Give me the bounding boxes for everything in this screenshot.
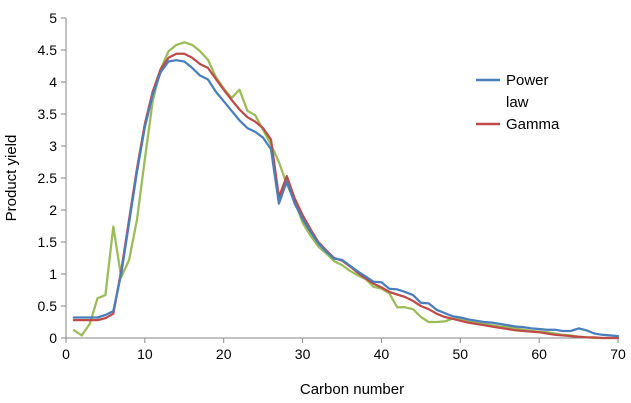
- x-axis-title: Carbon number: [300, 381, 404, 398]
- y-tick-label: 1: [49, 266, 57, 282]
- legend-item: Power law: [476, 72, 549, 111]
- legend-label: law: [506, 94, 529, 111]
- series-line-gamma-1: [72, 52, 620, 340]
- y-tick-label: 0.5: [38, 298, 58, 314]
- y-axis-title: Product yield: [3, 135, 20, 222]
- series-lines: [72, 41, 620, 340]
- legend: Power law Gamma: [476, 72, 560, 133]
- y-tick-label: 1.5: [38, 234, 58, 250]
- y-tick-label: 0: [49, 330, 57, 346]
- y-tick-label: 4: [49, 74, 57, 90]
- series-line-power-law-0: [72, 59, 620, 338]
- y-tick-label: 4.5: [38, 42, 58, 58]
- x-tick-label: 30: [295, 346, 311, 362]
- y-tick-label: 3: [49, 138, 57, 154]
- legend-item: Gamma: [476, 116, 560, 133]
- x-tick-label: 60: [531, 346, 547, 362]
- y-tick-label: 2.5: [38, 170, 58, 186]
- legend-label: Power: [506, 72, 549, 89]
- x-tick-label: 0: [62, 346, 70, 362]
- x-tick-label: 20: [216, 346, 232, 362]
- x-tick-label: 70: [610, 346, 626, 362]
- axes: [65, 18, 618, 339]
- y-tick-labels: 0 0.5 1 1.5 2 2.5 3 3.5 4 4.5 5: [38, 10, 66, 346]
- x-tick-label: 50: [452, 346, 468, 362]
- y-tick-label: 5: [49, 10, 57, 26]
- x-tick-labels: 0 10 20 30 40 50 60 70: [62, 338, 626, 362]
- legend-label: Gamma: [506, 116, 560, 133]
- y-tick-label: 2: [49, 202, 57, 218]
- x-tick-label: 10: [137, 346, 153, 362]
- x-tick-label: 40: [374, 346, 390, 362]
- y-tick-label: 3.5: [38, 106, 58, 122]
